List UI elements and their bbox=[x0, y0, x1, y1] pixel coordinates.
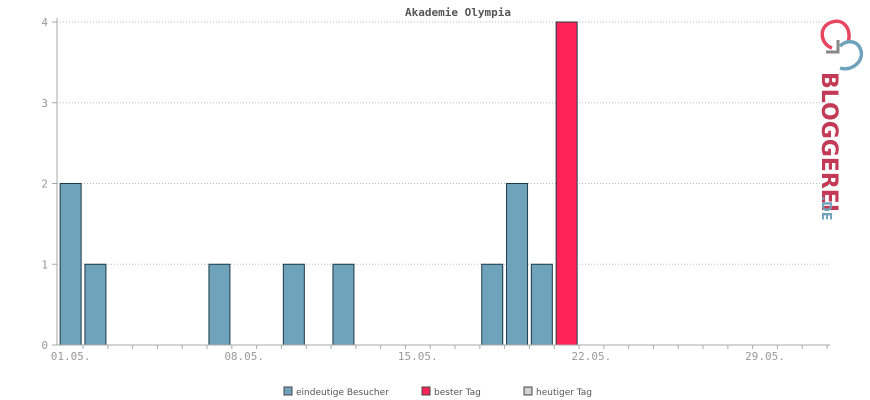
legend-entry: bester Tag bbox=[434, 388, 481, 398]
legend: eindeutige Besucher bester Tag heutiger Ta… bbox=[283, 386, 592, 398]
bar bbox=[59, 183, 82, 346]
x-tick-label: 29.05. bbox=[745, 350, 785, 363]
chart-title: Akademie Olympia bbox=[405, 6, 511, 19]
bar bbox=[208, 263, 231, 346]
bar bbox=[84, 263, 107, 346]
watermark-brand: BLOGGEREI bbox=[816, 72, 841, 212]
bar bbox=[282, 263, 305, 346]
legend-swatch bbox=[283, 386, 293, 396]
bar bbox=[332, 263, 355, 346]
logo-emblem bbox=[820, 19, 864, 71]
legend-swatch bbox=[523, 386, 533, 396]
watermark-suffix: .DE bbox=[818, 196, 833, 221]
bar bbox=[555, 21, 578, 346]
x-tick-label: 15.05. bbox=[398, 350, 438, 363]
grid bbox=[57, 21, 830, 265]
bar bbox=[506, 183, 529, 346]
x-tick-label: 22.05. bbox=[572, 350, 612, 363]
y-tick-label: 2 bbox=[41, 178, 48, 191]
axes: 0 1 2 3 4 01.05. 08.05. 15.05. 22.05. 29.05. bbox=[41, 16, 830, 363]
bloggerei-logo: BLOGGEREI .DE bbox=[816, 19, 864, 221]
bar bbox=[481, 263, 504, 346]
x-tick-label: 08.05. bbox=[224, 350, 264, 363]
y-tick-label: 0 bbox=[41, 339, 48, 352]
y-tick-label: 3 bbox=[41, 97, 48, 110]
legend-entry: heutiger Tag bbox=[536, 388, 592, 398]
bar bbox=[530, 263, 553, 346]
y-tick-label: 1 bbox=[41, 258, 48, 271]
y-tick-label: 4 bbox=[41, 16, 48, 29]
legend-entry: eindeutige Besucher bbox=[296, 388, 389, 398]
legend-swatch bbox=[421, 386, 431, 396]
x-tick-label: 01.05. bbox=[51, 350, 91, 363]
bars bbox=[59, 21, 578, 346]
